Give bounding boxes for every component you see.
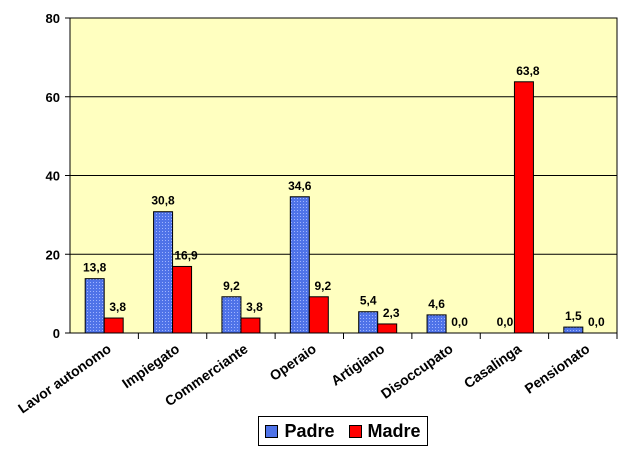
x-tick-label: Artigiano xyxy=(328,340,388,388)
bar-madre xyxy=(308,296,329,334)
x-tick-label: Operaio xyxy=(267,340,320,383)
bar-madre xyxy=(172,265,193,334)
x-tick-label: Disoccupato xyxy=(378,340,456,401)
data-label: 9,2 xyxy=(314,279,331,293)
data-label: 3,8 xyxy=(246,300,263,314)
data-label: 9,2 xyxy=(223,279,240,293)
y-tick-label: 40 xyxy=(46,169,60,184)
bar-padre xyxy=(153,211,174,334)
legend-item-madre: Madre xyxy=(348,420,421,442)
bar-madre xyxy=(240,317,261,334)
bar-padre xyxy=(358,311,379,334)
data-label: 34,6 xyxy=(288,179,312,193)
x-tick-label: Lavor autonomo xyxy=(15,340,114,416)
x-tick-label: Impiegato xyxy=(119,340,182,391)
bar-padre xyxy=(221,296,242,334)
legend-item-padre: Padre xyxy=(265,420,335,442)
legend-label-padre: Padre xyxy=(284,420,335,441)
data-label: 0,0 xyxy=(497,315,514,329)
legend: Padre Madre xyxy=(258,416,428,446)
data-label: 30,8 xyxy=(151,194,175,208)
y-tick-label: 0 xyxy=(53,326,60,341)
data-label: 0,0 xyxy=(588,315,605,329)
data-label: 1,5 xyxy=(565,309,582,323)
y-tick-label: 80 xyxy=(46,11,60,26)
data-label: 4,6 xyxy=(428,297,445,311)
data-label: 13,8 xyxy=(83,261,107,275)
bar-padre xyxy=(563,326,584,334)
data-label: 0,0 xyxy=(451,315,468,329)
data-label: 63,8 xyxy=(516,64,540,78)
bar-madre xyxy=(377,323,398,334)
x-tick-label: Pensionato xyxy=(522,340,593,396)
legend-swatch-padre xyxy=(265,424,279,438)
y-tick-label: 60 xyxy=(46,90,60,105)
bar-madre xyxy=(513,81,534,334)
bar-padre xyxy=(426,314,447,334)
data-label: 16,9 xyxy=(174,248,198,262)
y-tick-label: 20 xyxy=(46,247,60,262)
bar-madre xyxy=(103,317,124,334)
bar-padre xyxy=(84,278,105,334)
data-label: 3,8 xyxy=(109,300,126,314)
legend-swatch-madre xyxy=(348,424,362,438)
bar-padre xyxy=(289,196,310,334)
legend-label-madre: Madre xyxy=(367,420,421,441)
x-tick-label: Casalinga xyxy=(461,340,525,391)
data-label: 5,4 xyxy=(360,294,377,308)
data-label: 2,3 xyxy=(383,306,400,320)
